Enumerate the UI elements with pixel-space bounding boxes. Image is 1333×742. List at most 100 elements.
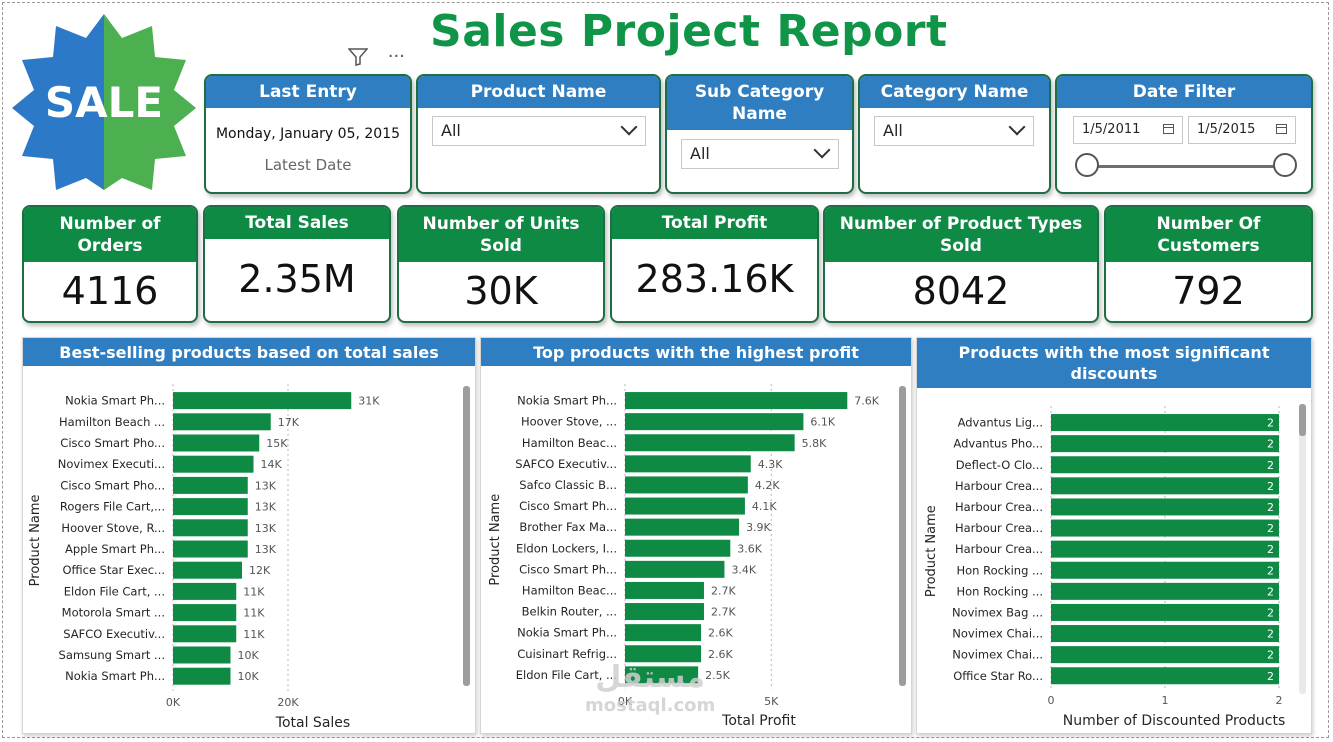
top-profit-chart: 0K 5K Nokia Smart Ph... 7.6K Hoover Stove, .… (488, 384, 880, 729)
y-category-label: Hamilton Beach ... (59, 415, 165, 429)
data-label: 13K (255, 543, 277, 556)
data-label: 10K (238, 670, 260, 683)
scrollbar[interactable] (1299, 404, 1306, 694)
data-label: 10K (238, 649, 260, 662)
y-category-label: Belkin Router, ... (522, 605, 617, 619)
y-category-label: Cisco Smart Pho... (60, 478, 165, 492)
kpi-total-sales: Total Sales 2.35M (203, 205, 391, 323)
product-name-value: All (441, 121, 461, 140)
data-label: 2 (1267, 459, 1274, 472)
chart-title: Products with the most significant disco… (917, 338, 1311, 388)
y-category-label: Office Star Exec... (62, 563, 165, 577)
data-label: 2 (1267, 670, 1274, 683)
filter-icon[interactable] (347, 48, 374, 71)
product-name-dropdown[interactable]: All (432, 116, 646, 146)
y-category-label: Novimex Bag ... (952, 605, 1043, 619)
bar (1051, 456, 1279, 474)
data-label: 17K (278, 416, 300, 429)
y-category-label: Safco Classic B... (519, 478, 617, 492)
last-entry-label: Last Entry (206, 76, 410, 108)
chart-title: Best-selling products based on total sal… (23, 338, 475, 366)
bar (173, 604, 237, 622)
bar (1051, 435, 1279, 453)
date-slider-start-handle[interactable] (1075, 153, 1099, 177)
end-date-input[interactable]: 1/5/2015 (1188, 116, 1296, 144)
y-category-label: Eldon File Cart, ... (516, 668, 617, 682)
calendar-icon[interactable] (1276, 124, 1287, 134)
y-category-label: Nokia Smart Ph... (517, 626, 617, 640)
x-tick-label: 0K (166, 696, 181, 709)
sub-category-dropdown[interactable]: All (681, 139, 839, 169)
starburst-icon (12, 14, 196, 190)
data-label: 11K (243, 628, 265, 641)
more-options-icon[interactable]: ··· (387, 46, 405, 67)
data-label: 11K (243, 607, 265, 620)
y-category-label: Harbour Crea... (955, 479, 1043, 493)
bar (1051, 519, 1279, 537)
y-category-label: Harbour Crea... (955, 542, 1043, 556)
bar (625, 645, 702, 663)
x-tick-label: 1 (1162, 694, 1169, 707)
bar (1051, 582, 1279, 600)
bar (625, 392, 848, 410)
y-category-label: Harbour Crea... (955, 500, 1043, 514)
scrollbar[interactable] (463, 386, 470, 686)
kpi-value: 792 (1172, 269, 1245, 313)
data-label: 5.8K (802, 437, 827, 450)
data-label: 11K (243, 585, 265, 598)
data-label: 2 (1267, 417, 1274, 430)
kpi-label: Number of Orders (24, 207, 196, 262)
y-category-label: Eldon File Cart, ... (64, 584, 165, 598)
kpi-label: Number of Product Types Sold (825, 207, 1097, 262)
data-label: 12K (249, 564, 271, 577)
y-category-label: Hamilton Beac... (522, 583, 617, 597)
x-axis-title: Total Profit (721, 713, 796, 729)
y-category-label: Nokia Smart Ph... (65, 669, 165, 683)
watermark-latin: mostaql.com (585, 695, 716, 716)
category-dropdown[interactable]: All (874, 116, 1034, 146)
best-selling-chart-panel: Best-selling products based on total sal… (22, 337, 476, 734)
y-axis-title: Product Name (924, 505, 939, 597)
chevron-down-icon (620, 118, 638, 136)
bar (173, 646, 231, 664)
y-category-label: Brother Fax Ma... (519, 520, 617, 534)
data-label: 6.1K (810, 416, 835, 429)
product-name-label: Product Name (418, 76, 659, 108)
kpi-label: Number Of Customers (1106, 207, 1311, 262)
y-category-label: Novimex Executi... (58, 457, 165, 471)
y-category-label: SAFCO Executiv... (515, 457, 617, 471)
last-entry-value: Monday, January 05, 2015 (215, 126, 401, 142)
start-date-input[interactable]: 1/5/2011 (1073, 116, 1183, 144)
data-label: 2.7K (711, 606, 736, 619)
sale-logo: SALE (12, 14, 196, 190)
data-label: 2.6K (708, 627, 733, 640)
page-title: Sales Project Report (430, 6, 948, 57)
bar (173, 625, 237, 643)
calendar-icon[interactable] (1163, 124, 1174, 134)
bar (625, 581, 704, 599)
data-label: 2.7K (711, 584, 736, 597)
data-label: 2 (1267, 501, 1274, 514)
bar (1051, 667, 1279, 685)
sub-category-label: Sub Category Name (667, 76, 852, 130)
bar (625, 624, 702, 642)
bar (625, 497, 745, 515)
date-filter-label: Date Filter (1057, 76, 1311, 108)
data-label: 2 (1267, 438, 1274, 451)
date-slider-end-handle[interactable] (1273, 153, 1297, 177)
date-slider-track[interactable] (1089, 165, 1285, 168)
scrollbar[interactable] (899, 386, 906, 686)
kpi-number-of-customers: Number Of Customers 792 (1104, 205, 1313, 323)
bar (625, 539, 731, 557)
data-label: 4.2K (755, 479, 780, 492)
bar (1051, 603, 1279, 621)
bar (625, 413, 804, 431)
visual-toolbar: ··· (347, 46, 419, 71)
x-axis-title: Number of Discounted Products (1063, 713, 1286, 729)
y-category-label: Nokia Smart Ph... (65, 394, 165, 408)
data-label: 2 (1267, 480, 1274, 493)
bar (625, 455, 751, 473)
y-category-label: Apple Smart Ph... (65, 542, 165, 556)
data-label: 7.6K (854, 395, 879, 408)
